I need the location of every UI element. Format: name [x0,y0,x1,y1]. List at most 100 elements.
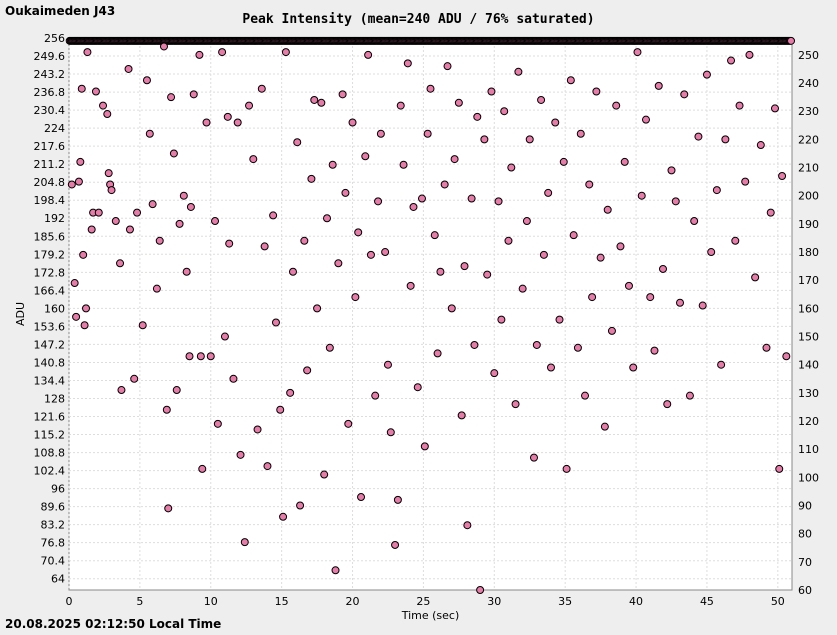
data-point [202,118,211,127]
data-point [107,186,116,195]
y-right-tick-label: 150 [798,331,819,344]
right-axis: 60 70 80 90 100 110 120 130 140 150 160 170 180 190 20… [798,49,819,597]
data-point [125,225,134,234]
data-point [348,118,357,127]
data-point [766,208,775,217]
data-point [756,141,765,150]
data-point [74,177,83,186]
data-point [727,56,736,65]
data-point [494,197,503,206]
y-axis-label: ADU [14,302,27,326]
data-point [279,512,288,521]
data-point [240,538,249,547]
data-point [751,273,760,282]
data-point [770,104,779,113]
data-point [317,98,326,107]
data-point [320,470,329,479]
data-point [454,98,463,107]
data-point [735,101,744,110]
data-point [450,155,459,164]
data-point [374,197,383,206]
data-point [507,163,516,172]
data-point [189,90,198,99]
y-tick-label: 217.6 [34,140,66,153]
data-point [185,352,194,361]
data-point [690,217,699,226]
data-point [775,464,784,473]
data-point [518,284,527,293]
data-point [463,521,472,530]
data-point [403,59,412,68]
y-tick-label: 153.6 [34,320,66,333]
data-point [562,464,571,473]
data-point [745,50,754,59]
data-point [179,191,188,200]
y-tick-label: 160 [44,302,65,315]
data-point [293,138,302,147]
data-points [65,36,796,594]
data-point [522,217,531,226]
data-point [423,129,432,138]
y-tick-label: 76.8 [41,537,66,550]
data-point [257,84,266,93]
data-point [663,400,672,409]
y-tick-label: 185.6 [34,230,66,243]
data-point [213,419,222,428]
data-point [413,383,422,392]
data-point [288,267,297,276]
data-point [94,208,103,217]
y-tick-label: 230.4 [34,104,66,117]
x-tick-label: 25 [416,595,430,608]
data-point [281,48,290,57]
data-point [511,400,520,409]
data-point [497,315,506,324]
y-right-tick-label: 180 [798,246,819,259]
y-right-tick-label: 60 [798,584,812,597]
data-point [707,248,716,257]
data-point [573,343,582,352]
data-point [186,202,195,211]
data-point [111,217,120,226]
y-tick-label: 140.8 [34,356,66,369]
data-point [220,332,229,341]
data-point [354,228,363,237]
x-tick-label: 30 [487,595,501,608]
data-point [654,81,663,90]
left-axis: 256 249.6 243.2 236.8 230.4 224 217.6 211.2 204.… [34,32,66,586]
data-point [175,219,184,228]
y-tick-label: 102.4 [34,465,66,478]
data-point [500,107,509,116]
data-point [172,386,181,395]
data-point [539,250,548,259]
y-tick-label: 256 [44,32,65,45]
data-point [440,180,449,189]
data-point [547,363,555,372]
data-point [310,95,319,104]
data-point [476,586,485,594]
y-right-tick-label: 120 [798,415,819,428]
data-point [782,352,791,361]
data-point [406,281,415,290]
data-point [87,225,96,234]
data-point [551,118,560,127]
data-point [712,186,721,195]
y-tick-label: 70.4 [41,555,66,568]
data-point [470,340,479,349]
data-point [70,279,79,288]
data-point [680,90,689,99]
y-right-tick-label: 160 [798,302,819,315]
data-point [307,174,316,183]
data-point [529,453,538,462]
data-point [409,202,418,211]
data-point [286,388,295,397]
data-point [391,540,400,549]
y-tick-label: 64 [51,573,65,586]
data-point [537,95,546,104]
data-point [130,374,139,383]
y-right-tick-label: 90 [798,500,812,513]
data-point [357,493,366,502]
data-point [778,172,787,180]
y-tick-label: 134.4 [34,374,66,387]
data-point [198,464,207,473]
data-point [371,391,380,400]
